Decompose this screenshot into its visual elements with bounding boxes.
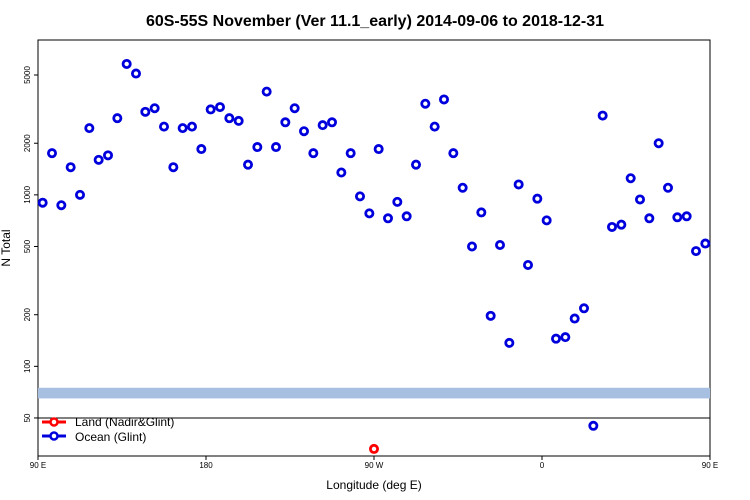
ocean-point [569, 313, 580, 324]
y-tick-label: 1000 [23, 185, 32, 203]
ocean-point [298, 126, 309, 137]
ocean-point [205, 104, 216, 115]
x-tick-label: 180 [199, 461, 213, 470]
ocean-point [523, 259, 534, 270]
ocean-point [579, 303, 590, 314]
ocean-point [233, 115, 244, 126]
ocean-point [214, 102, 225, 113]
y-axis-label: N Total [0, 229, 13, 266]
ocean-point [588, 420, 599, 431]
ocean-point [65, 162, 76, 173]
chart-title: 60S-55S November (Ver 11.1_early) 2014-0… [146, 13, 604, 30]
ocean-point [336, 167, 347, 178]
ocean-point [401, 211, 412, 222]
y-tick-label: 200 [23, 307, 32, 321]
ocean-point [700, 238, 711, 249]
legend-label-ocean: Ocean (Glint) [75, 430, 146, 444]
ocean-point [672, 212, 683, 223]
ocean-point [345, 148, 356, 159]
ocean-point [308, 148, 319, 159]
ocean-point [364, 208, 375, 219]
ocean-point [653, 138, 664, 149]
ocean-point [37, 197, 48, 208]
ocean-point [616, 219, 627, 230]
ocean-point [326, 117, 337, 128]
ocean-point [681, 211, 692, 222]
y-tick-label: 100 [23, 359, 32, 373]
legend: Land (Nadir&Glint) Ocean (Glint) [42, 415, 174, 444]
y-tick-label: 5000 [23, 66, 32, 84]
ocean-point [504, 337, 515, 348]
y-axis: 50 100 200 500 1000 2000 5000 [23, 66, 38, 422]
ocean-point [448, 148, 459, 159]
ocean-point [354, 191, 365, 202]
x-tick-label: 90 W [365, 461, 384, 470]
ocean-point [103, 150, 114, 161]
ocean-point [373, 144, 384, 155]
ocean-point [186, 121, 197, 132]
legend-marker-land [49, 417, 59, 427]
ocean-point [261, 86, 272, 97]
ocean-point [47, 148, 58, 159]
x-tick-label: 0 [540, 461, 545, 470]
ocean-point [392, 196, 403, 207]
y-tick-label: 2000 [23, 134, 32, 152]
ocean-point [56, 200, 67, 211]
ocean-point [289, 103, 300, 114]
ocean-point [112, 113, 123, 124]
ocean-point [644, 213, 655, 224]
ocean-point [635, 194, 646, 205]
ocean-point [130, 68, 141, 79]
x-tick-label: 90 E [702, 461, 718, 470]
ocean-point [476, 207, 487, 218]
ocean-point [252, 142, 263, 153]
x-tick-label: 90 E [30, 461, 46, 470]
ocean-point [532, 193, 543, 204]
ocean-point [382, 213, 393, 224]
ocean-point [485, 310, 496, 321]
land-point [368, 443, 379, 454]
plot-area: 90 E 180 90 W 0 90 E 50 100 200 500 1000 2000 5000 [23, 39, 718, 470]
ocean-point [457, 182, 468, 193]
ocean-point [691, 246, 702, 257]
y-tick-label: 50 [23, 413, 32, 422]
ocean-point [270, 142, 281, 153]
x-axis: 90 E 180 90 W 0 90 E [30, 456, 718, 470]
ocean-point [438, 94, 449, 105]
ocean-point [560, 332, 571, 343]
ocean-point [541, 215, 552, 226]
legend-marker-ocean [49, 431, 59, 441]
ocean-point [224, 113, 235, 124]
ocean-point [597, 110, 608, 121]
ocean-point [410, 159, 421, 170]
ocean-point [149, 103, 160, 114]
y-tick-label: 500 [23, 239, 32, 253]
legend-label-land: Land (Nadir&Glint) [75, 415, 174, 429]
ocean-point [607, 221, 618, 232]
band [38, 387, 710, 399]
ocean-point [121, 58, 132, 69]
ocean-point [75, 189, 86, 200]
ocean-point [84, 123, 95, 134]
ocean-point [466, 241, 477, 252]
ocean-point [494, 240, 505, 251]
ocean-point [158, 121, 169, 132]
ocean-point [168, 162, 179, 173]
ocean-point [177, 123, 188, 134]
data-points [37, 58, 711, 454]
ocean-point [663, 182, 674, 193]
ocean-point [317, 120, 328, 131]
ocean-point [551, 333, 562, 344]
ocean-point [140, 106, 151, 117]
ocean-point [242, 159, 253, 170]
x-axis-label: Longitude (deg E) [326, 478, 421, 492]
ocean-point [429, 121, 440, 132]
ocean-point [196, 144, 207, 155]
ocean-point [280, 117, 291, 128]
ocean-point [420, 98, 431, 109]
ocean-point [625, 173, 636, 184]
ocean-point [93, 154, 104, 165]
ocean-point [513, 179, 524, 190]
